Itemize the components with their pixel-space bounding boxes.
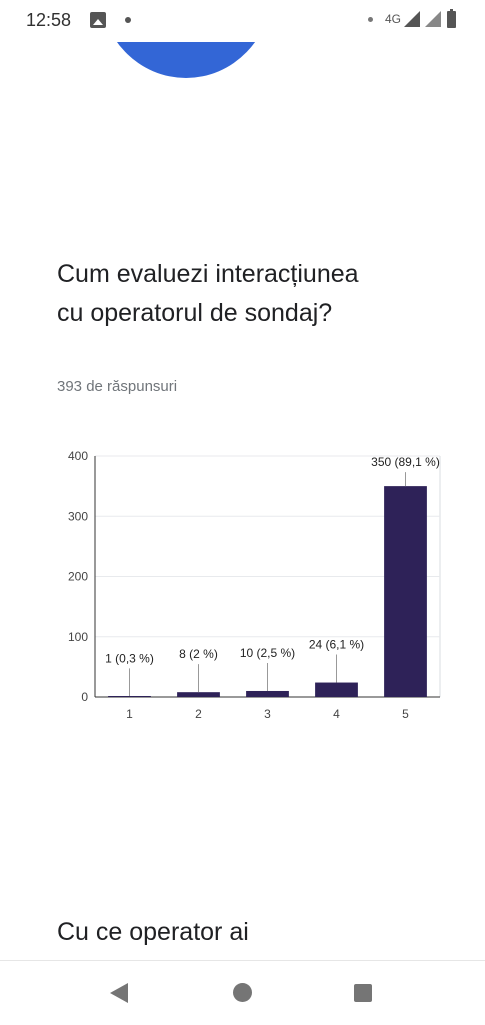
y-tick-label: 300 [68,509,88,523]
status-time: 12:58 [26,10,72,30]
bar [315,682,358,697]
x-tick-label: 2 [195,707,202,721]
bar [246,690,289,697]
rating-bar-chart: 0 100 200 300 400 1 (0,3 %) 1 8 (2 %) 2 10 (2,5 %… [68,449,441,721]
x-tick-label: 1 [126,707,133,721]
image-icon [90,12,106,28]
x-tick-label: 5 [402,707,409,721]
y-tick-label: 100 [68,630,88,644]
home-icon[interactable] [233,983,252,1002]
back-icon[interactable] [110,983,128,1003]
data-label: 8 (2 %) [179,647,218,661]
data-label: 1 (0,3 %) [105,651,154,665]
x-tick-label: 3 [264,707,271,721]
data-label: 350 (89,1 %) [371,455,440,469]
status-bar: 12:58 4G [0,0,485,42]
signal-icon [404,11,420,27]
y-tick-label: 200 [68,570,88,584]
notification-dot-icon [125,17,131,23]
bar [384,486,427,697]
y-tick-label: 0 [81,690,88,704]
bar [177,692,220,697]
next-question-title: Cu ce operator ai [57,918,249,946]
network-type: 4G [385,12,402,26]
data-label: 10 (2,5 %) [240,646,295,660]
battery-icon [447,9,456,28]
y-tick-label: 400 [68,449,88,463]
question-title: Cum evaluezi interacțiunea cu operatorul… [57,260,359,327]
response-count: 393 de răspunsuri [57,378,178,395]
bar [108,696,151,697]
signal-secondary-icon [425,11,441,27]
recents-icon[interactable] [354,984,372,1002]
x-tick-label: 4 [333,707,340,721]
navigation-bar [0,960,485,1025]
status-dot-icon [368,17,373,22]
data-label: 24 (6,1 %) [309,638,364,652]
